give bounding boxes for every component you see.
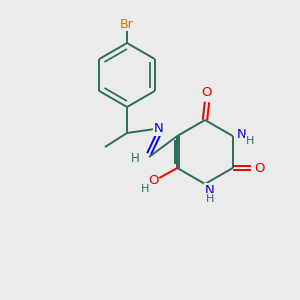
Text: H: H: [141, 184, 149, 194]
Text: N: N: [154, 122, 164, 136]
Text: N: N: [237, 128, 247, 140]
Text: Br: Br: [120, 17, 134, 31]
Text: H: H: [206, 194, 214, 204]
Text: O: O: [254, 161, 265, 175]
Text: H: H: [130, 152, 140, 166]
Text: O: O: [202, 86, 212, 100]
Text: O: O: [148, 173, 158, 187]
Text: H: H: [245, 136, 254, 146]
Text: N: N: [205, 184, 215, 196]
